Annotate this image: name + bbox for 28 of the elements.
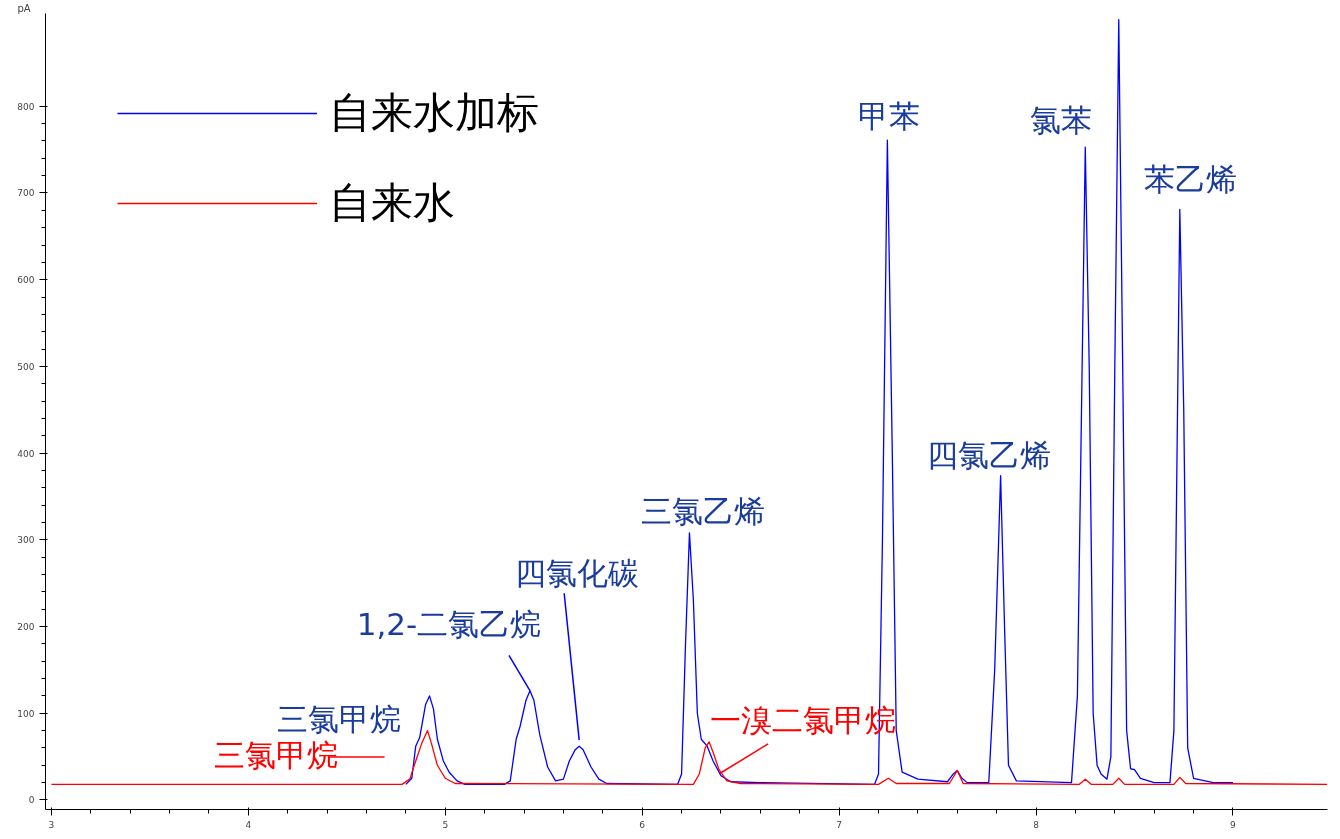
y-tick-label: 300 (17, 535, 35, 546)
y-tick-label: 400 (17, 448, 35, 459)
x-tick-label: 8 (1033, 819, 1040, 830)
y-tick-label: 200 (17, 622, 35, 633)
annotation: 1,2-二氯乙烷 (356, 605, 542, 642)
x-tick-label: 3 (48, 819, 55, 830)
annotation: 三氯甲烷 (276, 700, 401, 737)
x-tick-label: 4 (245, 819, 252, 830)
annotation: 甲苯 (858, 98, 921, 135)
y-tick-label: 100 (17, 708, 35, 719)
annotation: 四氯化碳 (515, 555, 640, 592)
annotation: 三氯乙烯 (641, 492, 766, 529)
y-tick-label: 800 (17, 101, 35, 112)
y-tick-label: 0 (28, 795, 35, 806)
x-tick-label: 7 (836, 819, 842, 830)
y-tick-label: 500 (17, 361, 35, 372)
x-tick-label: 5 (442, 819, 449, 830)
annotation: 四氯乙烯 (926, 436, 1051, 473)
legend-label: 自来水 (329, 177, 455, 229)
x-tick-label: 6 (639, 819, 646, 830)
y-tick-label: 600 (17, 275, 35, 286)
y-tick-label: 700 (17, 188, 35, 199)
annotation: 三氯甲烷 (213, 736, 338, 773)
annotation: 氯苯 (1030, 102, 1093, 139)
x-tick-label: 9 (1230, 819, 1237, 830)
legend-label: 自来水加标 (329, 87, 539, 139)
y-axis-title: pA (17, 2, 31, 14)
annotation: 苯乙烯 (1144, 161, 1238, 198)
